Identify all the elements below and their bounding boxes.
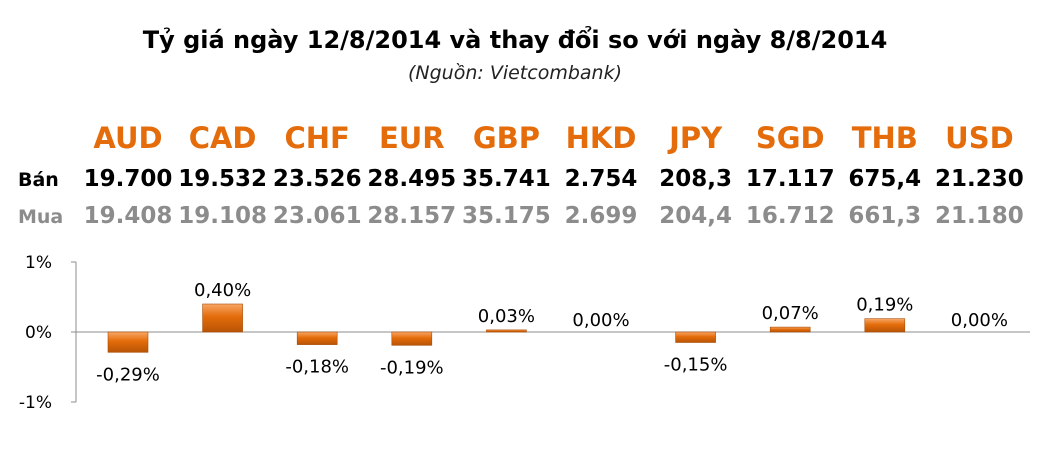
buy-rate-hkd: 2.699 xyxy=(565,203,638,229)
data-label-eur: -0,19% xyxy=(380,357,444,378)
data-label-thb: 0,19% xyxy=(856,295,913,316)
buy-rate-cad: 19.108 xyxy=(178,203,267,229)
currency-code-jpy: JPY xyxy=(667,121,723,155)
data-label-cad: 0,40% xyxy=(194,280,251,301)
sell-rate-hkd: 2.754 xyxy=(565,166,638,192)
bar-jpy xyxy=(675,331,716,343)
y-tick-label: 0% xyxy=(25,323,52,343)
currency-code-cad: CAD xyxy=(189,121,257,155)
sell-rate-jpy: 208,3 xyxy=(659,166,732,192)
data-label-sgd: 0,07% xyxy=(762,303,819,324)
buy-rate-gbp: 35.175 xyxy=(462,203,551,229)
currency-code-usd: USD xyxy=(945,121,1014,155)
data-label-usd: 0,00% xyxy=(951,310,1008,331)
currency-code-sgd: SGD xyxy=(756,121,825,155)
currency-code-gbp: GBP xyxy=(473,121,540,155)
sell-rate-aud: 19.700 xyxy=(84,166,173,192)
currency-code-chf: CHF xyxy=(285,121,350,155)
chart-subtitle: (Nguồn: Vietcombank) xyxy=(408,62,622,84)
sell-rate-eur: 28.495 xyxy=(367,166,456,192)
data-label-gbp: 0,03% xyxy=(478,306,535,327)
bar-chf xyxy=(296,331,338,345)
data-label-chf: -0,18% xyxy=(285,357,349,378)
bar-aud xyxy=(107,331,149,353)
sell-rate-chf: 23.526 xyxy=(273,166,362,192)
buy-rate-thb: 661,3 xyxy=(848,203,921,229)
bar-gbp xyxy=(486,329,527,333)
currency-code-hkd: HKD xyxy=(566,121,637,155)
y-tick-label: -1% xyxy=(19,393,52,413)
currency-code-thb: THB xyxy=(852,121,918,155)
sell-rate-cad: 19.532 xyxy=(178,166,267,192)
buy-rate-usd: 21.180 xyxy=(935,203,1024,229)
data-label-aud: -0,29% xyxy=(96,364,160,385)
y-tick-label: 1% xyxy=(25,253,52,273)
sell-rate-gbp: 35.741 xyxy=(462,166,551,192)
currency-code-aud: AUD xyxy=(93,121,162,155)
sell-rate-usd: 21.230 xyxy=(935,166,1024,192)
buy-rate-chf: 23.061 xyxy=(273,203,362,229)
data-label-jpy: -0,15% xyxy=(664,355,728,376)
buy-rate-jpy: 204,4 xyxy=(659,203,732,229)
buy-row-label: Mua xyxy=(18,206,63,228)
bar-eur xyxy=(391,331,433,346)
chart-title: Tỷ giá ngày 12/8/2014 và thay đổi so với… xyxy=(142,26,888,54)
bar-sgd xyxy=(769,326,811,333)
sell-row-label: Bán xyxy=(18,169,59,191)
bar-thb xyxy=(864,318,906,333)
bar-cad xyxy=(202,303,243,333)
sell-rate-sgd: 17.117 xyxy=(746,166,835,192)
currency-code-eur: EUR xyxy=(379,121,445,155)
buy-rate-sgd: 16.712 xyxy=(746,203,835,229)
buy-rate-eur: 28.157 xyxy=(367,203,456,229)
sell-rate-thb: 675,4 xyxy=(848,166,921,192)
buy-rate-aud: 19.408 xyxy=(84,203,173,229)
data-label-hkd: 0,00% xyxy=(572,310,629,331)
